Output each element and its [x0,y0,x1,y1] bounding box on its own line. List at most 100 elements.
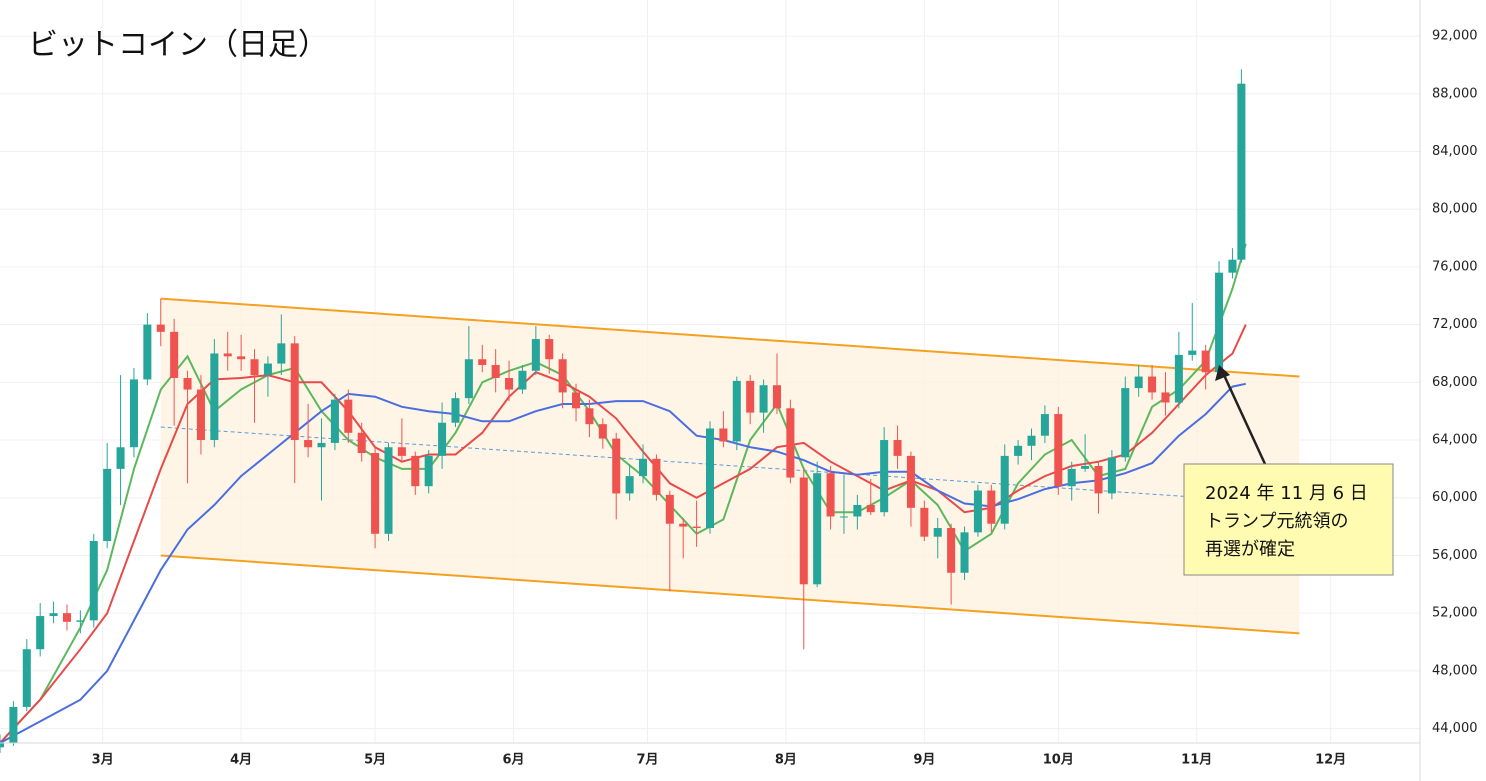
candle-body [679,523,688,527]
candle-body [933,528,942,537]
candle-body [36,616,45,650]
candle-body [344,399,353,433]
candle-body [866,504,875,513]
candle-body [1081,465,1090,469]
candle-body [732,380,741,442]
candle-body [920,507,929,537]
channel-upper [160,297,1300,378]
y-tick-label: 44,000 [1432,721,1478,736]
candle-body [263,363,272,376]
candle-body [156,324,165,332]
candle-body [558,359,567,393]
candle-body [1027,435,1036,446]
candle-body [464,359,473,399]
candle-body [49,613,58,617]
x-tick-label: 7月 [636,753,658,768]
candle-body [1040,414,1049,436]
candle-body [799,477,808,585]
candle-body [1174,354,1183,403]
candle-body [1094,465,1103,494]
candle-body [277,343,286,364]
candle-body [0,743,5,748]
candle-body [1228,259,1237,273]
y-tick-label: 56,000 [1432,548,1478,563]
candle-body [826,473,835,517]
candle-body [759,385,768,413]
candle-body [1121,388,1130,458]
x-tick-label: 6月 [502,753,524,768]
candle-body [438,422,447,456]
candle-body [384,447,393,534]
candle-body [330,399,339,443]
x-tick-label: 5月 [364,753,386,768]
candle-body [665,494,674,524]
annotation-arrow [1221,372,1267,465]
candle-body [960,532,969,573]
candle-body [947,528,956,573]
candle-body [1067,468,1076,487]
candle-body [357,432,366,454]
candle-body [411,455,420,487]
candle-body [304,440,313,448]
y-tick-label: 68,000 [1432,375,1478,390]
x-tick-label: 8月 [775,753,797,768]
candle-body [746,380,755,413]
x-tick-label: 11月 [1181,753,1212,768]
candle-body [906,455,915,508]
candle-body [987,490,996,524]
annotation-text: 2024 年 11 月 6 日 [1205,483,1368,504]
candle-body [813,473,822,585]
candle-body [116,447,125,469]
candle-body [397,447,406,456]
x-tick-label: 4月 [230,753,252,768]
candle-body [839,516,848,518]
candle-body [371,453,380,534]
candle-body [223,353,232,357]
candle-body [585,408,594,425]
y-tick-label: 92,000 [1432,29,1478,44]
candle-body [1134,376,1143,389]
candle-body [518,370,527,390]
candle-body [317,442,326,448]
candle-body [1014,445,1023,456]
candle-body [129,379,138,448]
x-tick-label: 9月 [913,753,935,768]
y-tick-label: 72,000 [1432,317,1478,332]
candle-body [76,620,85,622]
candle-body [424,455,433,487]
candle-body [612,438,621,494]
candle-body [196,389,205,441]
candle-body [1237,83,1246,260]
y-tick-label: 52,000 [1432,606,1478,621]
candle-body [853,504,862,517]
candle-body [639,458,648,477]
candle-body [893,440,902,456]
candle-body [786,408,795,478]
candle-body [1161,392,1170,403]
candle-body [1054,414,1063,487]
y-tick-label: 80,000 [1432,202,1478,217]
y-tick-label: 60,000 [1432,490,1478,505]
candle-body [9,706,18,743]
candle-body [478,359,487,366]
candle-body [531,339,540,371]
candle-body [183,377,192,390]
channel-lower [160,554,1300,635]
candle-body [652,458,661,495]
candle-body [1188,350,1197,355]
candle-body [1107,457,1116,494]
candle-body [973,490,982,533]
chart-title: ビットコイン（日足） [28,28,328,63]
candle-body [62,613,71,622]
candle-body [1148,376,1157,393]
candle-body [210,353,219,441]
candle-body [89,541,98,621]
candle-body [103,468,112,542]
candle-body [451,398,460,423]
x-tick-label: 12月 [1315,753,1346,768]
candle-body [545,339,554,360]
y-tick-label: 76,000 [1432,259,1478,274]
x-tick-label: 10月 [1043,753,1074,768]
